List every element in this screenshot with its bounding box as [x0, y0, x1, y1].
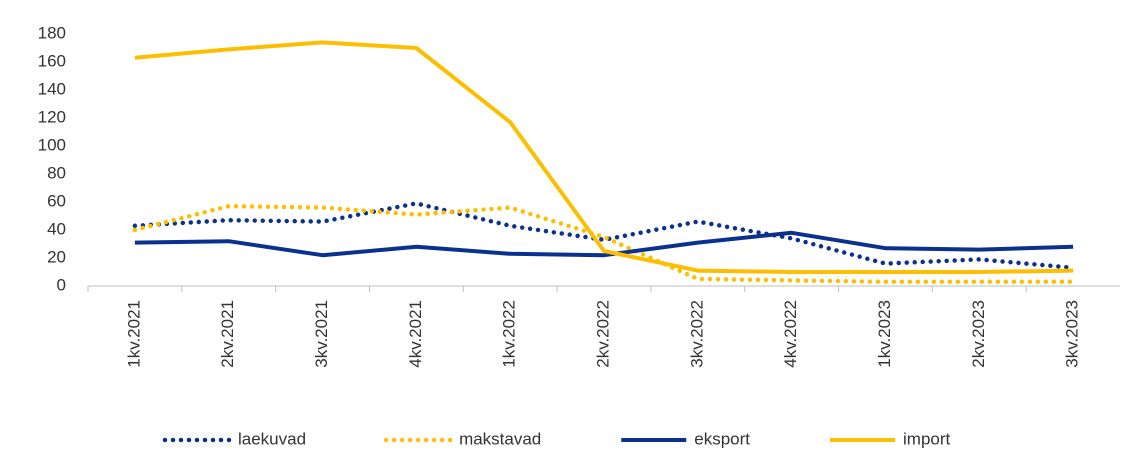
x-tick-label: 4kv.2022	[781, 300, 800, 368]
x-tick-label: 3kv.2022	[687, 300, 706, 368]
x-tick-label: 2kv.2021	[218, 300, 237, 368]
series-line	[132, 203, 1076, 285]
x-tick-label: 4kv.2021	[406, 300, 425, 368]
series-line	[134, 40, 1074, 274]
legend-label: import	[903, 429, 951, 448]
x-tick-label: 3kv.2021	[312, 300, 331, 368]
y-tick-label: 180	[38, 23, 66, 42]
x-tick-label: 1kv.2023	[875, 300, 894, 368]
x-tick-label: 2kv.2023	[969, 300, 988, 368]
x-tick-label: 2kv.2022	[593, 300, 612, 368]
series-line	[134, 230, 1074, 258]
x-tick-label: 1kv.2022	[500, 300, 519, 368]
x-tick-label: 3kv.2023	[1063, 300, 1082, 368]
y-tick-label: 140	[38, 79, 66, 98]
legend-label: eksport	[694, 429, 750, 448]
y-tick-label: 0	[57, 275, 66, 294]
y-tick-label: 40	[47, 219, 66, 238]
x-tick-label: 1kv.2021	[124, 300, 143, 368]
series-line	[132, 201, 1076, 271]
legend-label: makstavad	[459, 429, 541, 448]
y-tick-label: 100	[38, 135, 66, 154]
y-tick-label: 120	[38, 107, 66, 126]
legend-label: laekuvad	[238, 429, 306, 448]
y-tick-label: 80	[47, 163, 66, 182]
y-tick-label: 20	[47, 247, 66, 266]
y-tick-label: 160	[38, 51, 66, 70]
y-tick-label: 60	[47, 191, 66, 210]
